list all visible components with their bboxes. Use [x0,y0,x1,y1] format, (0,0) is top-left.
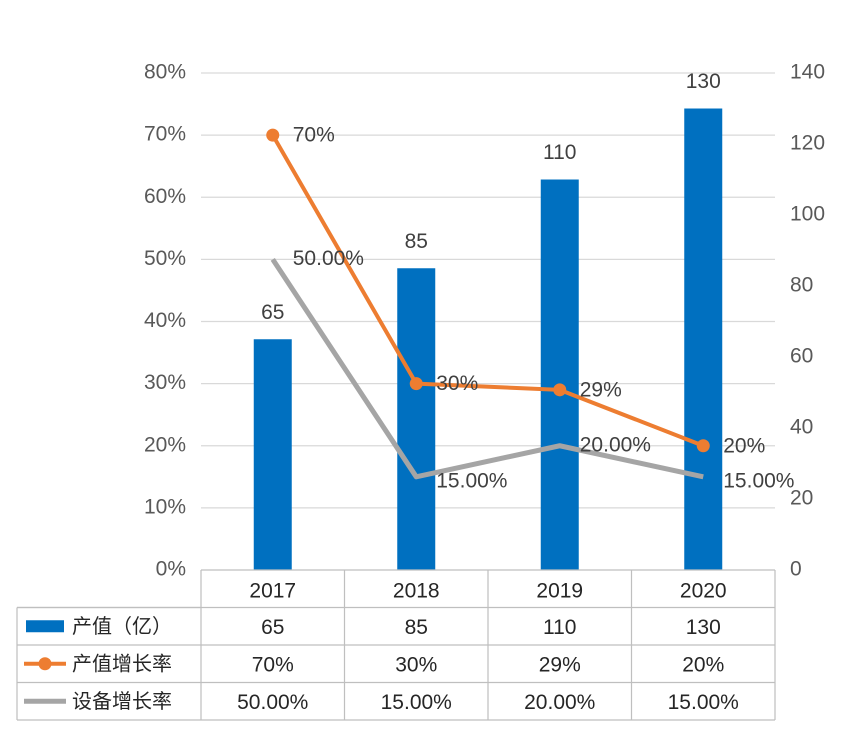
category-label: 2018 [393,579,440,602]
point-output-growth-2018 [409,377,423,391]
left-axis-tick: 60% [144,185,186,208]
legend-label: 产值（亿） [72,614,172,638]
left-axis-tick: 20% [144,433,186,456]
category-label: 2020 [680,579,727,602]
right-axis-tick: 80 [790,274,813,297]
bar-2017 [253,339,292,570]
bar-value-label: 65 [261,301,284,324]
table-cell: 15.00% [668,691,739,714]
equipment-growth-label: 15.00% [436,469,507,492]
point-output-growth-2017 [266,128,280,142]
left-axis-tick: 40% [144,309,186,332]
table-cell: 50.00% [237,691,308,714]
table-cell: 110 [543,616,576,639]
bars [253,108,723,570]
equipment-growth-label: 20.00% [580,433,651,456]
right-axis-tick: 60 [790,345,813,368]
left-axis-tick: 80% [144,61,186,84]
left-axis-tick: 50% [144,247,186,270]
data-labels: 65 85 110 130 70% 30% 29% 20% 50.00% 15.00% 20.00%… [261,70,794,492]
left-axis-tick: 10% [144,495,186,518]
grid [201,72,775,509]
point-output-growth-2020 [696,439,710,453]
legend-label: 产值增长率 [72,651,172,675]
bar-2020 [684,108,723,570]
output-growth-label: 30% [436,372,478,395]
left-axis: 0% 10% 20% 30% 40% 50% 60% 70% 80% [144,61,186,581]
legend-key-bar [26,620,64,633]
data-table: 2017 2018 2019 2020 产值（亿） 65 85 110 130 产值增长率 70% 3… [16,569,776,721]
point-output-growth-2019 [553,383,567,397]
lines [266,128,710,480]
table-cell: 20.00% [524,691,595,714]
table-cell: 65 [261,616,284,639]
right-axis-tick: 40 [790,416,813,439]
table-cell: 20% [682,653,724,676]
right-axis-tick: 20 [790,487,813,510]
legend-label: 设备增长率 [72,689,172,713]
table-cell: 30% [395,653,437,676]
right-axis-tick: 0 [790,558,802,581]
bar-value-label: 130 [686,70,721,93]
table-cell: 130 [686,616,721,639]
category-label: 2019 [536,579,583,602]
table-cell: 70% [252,653,294,676]
equipment-growth-label: 50.00% [293,247,364,270]
right-axis-tick: 120 [790,132,825,155]
table-cell: 29% [539,653,581,676]
category-label: 2017 [249,579,296,602]
right-axis-tick: 100 [790,203,825,226]
legend-key-marker [38,657,52,671]
equipment-growth-label: 15.00% [723,469,794,492]
line-equipment-growth [270,257,704,480]
line-output-growth [271,134,704,448]
bar-2019 [540,179,579,570]
table-cell: 15.00% [381,691,452,714]
right-axis-tick: 140 [790,61,825,84]
output-growth-label: 70% [293,124,335,147]
left-axis-tick: 70% [144,123,186,146]
left-axis-tick: 0% [156,558,186,581]
left-axis-tick: 30% [144,371,186,394]
output-growth-label: 20% [723,434,765,457]
bar-2018 [397,268,436,570]
bar-value-label: 85 [405,230,428,253]
right-axis: 0 20 40 60 80 100 120 140 [790,61,825,581]
table-cell: 85 [405,616,428,639]
bar-value-label: 110 [543,141,576,164]
output-growth-label: 29% [580,378,622,401]
